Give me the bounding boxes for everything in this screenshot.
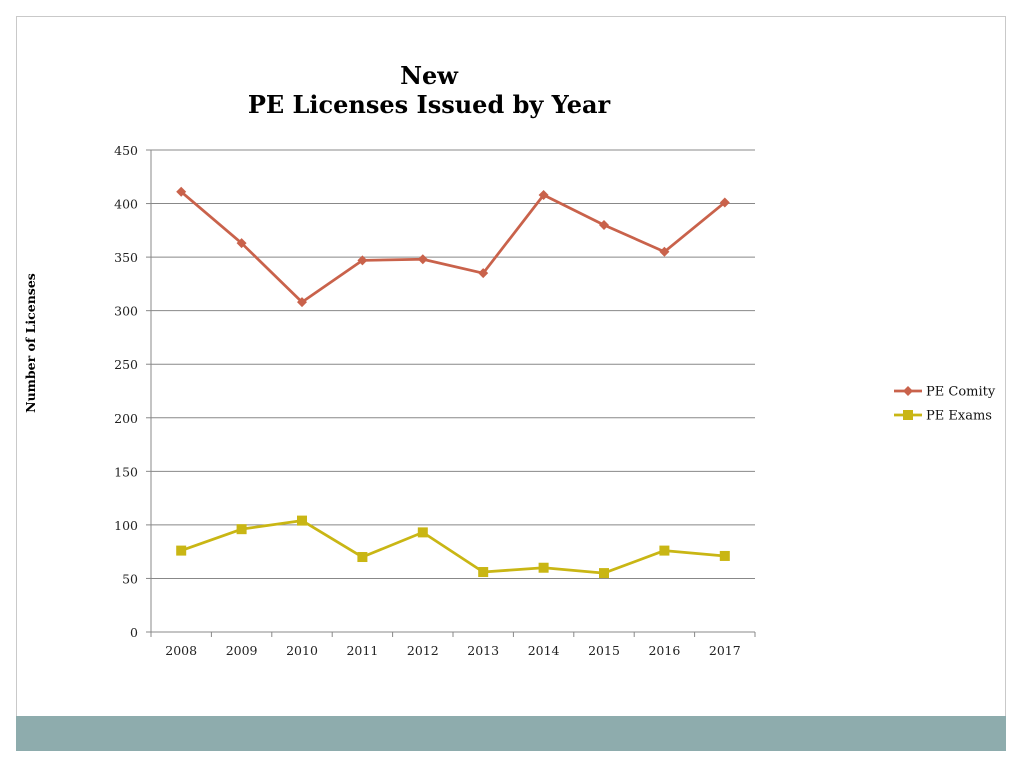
y-tick-label: 0 [130, 625, 138, 640]
data-point [357, 552, 368, 563]
x-tick-label: 2008 [165, 643, 197, 658]
legend-item: PE Exams [894, 409, 992, 424]
y-tick-labels: 0 50 100 150 200 250 300 350 400 450 [114, 143, 138, 640]
legend-item: PE Comity [894, 385, 996, 400]
x-tick-label: 2017 [709, 643, 741, 658]
data-point [659, 246, 670, 257]
data-point [538, 562, 549, 573]
data-point [659, 545, 670, 556]
data-point [417, 254, 428, 265]
slide-frame [16, 16, 1006, 750]
y-tick-label: 250 [114, 357, 138, 372]
data-point [538, 189, 549, 200]
x-tick-label: 2015 [588, 643, 620, 658]
data-point [297, 297, 307, 308]
data-point [599, 219, 609, 230]
y-tick-label: 300 [114, 304, 138, 319]
y-tick-label: 50 [122, 571, 138, 586]
y-tick-label: 450 [114, 143, 138, 158]
data-point [297, 515, 307, 526]
data-point [236, 524, 247, 535]
y-axis-title: Number of Licenses [23, 273, 38, 413]
y-tick-label: 350 [114, 250, 138, 265]
series-group [176, 515, 730, 579]
x-tick-label: 2016 [648, 643, 680, 658]
x-tick-label: 2013 [467, 643, 499, 658]
legend-marker [903, 386, 913, 396]
legend-label: PE Exams [926, 409, 992, 424]
data-point [236, 238, 247, 249]
series-line [180, 190, 726, 304]
y-tick-label: 200 [114, 411, 138, 426]
x-tick-label: 2009 [226, 643, 258, 658]
series-group [176, 186, 730, 308]
data-point [719, 197, 730, 208]
gridlines [146, 149, 756, 637]
x-tick-label: 2014 [528, 643, 560, 658]
data-point [357, 255, 368, 266]
chart-title-line-2: PE Licenses Issued by Year [248, 90, 611, 119]
data-point [176, 545, 187, 556]
x-tick-label: 2012 [407, 643, 439, 658]
data-series [176, 186, 730, 579]
footer-bar [16, 716, 1006, 751]
x-tick-labels: 2008 2009 2010 2011 2012 2013 2014 2015 2016 2017 [165, 643, 740, 658]
y-tick-label: 100 [114, 518, 138, 533]
data-point [417, 527, 428, 538]
series-line [180, 519, 725, 575]
legend-label: PE Comity [926, 385, 996, 400]
data-point [719, 550, 730, 561]
legend: PE Comity PE Exams [894, 385, 996, 424]
x-tick-label: 2010 [286, 643, 318, 658]
data-point [478, 268, 489, 279]
y-tick-label: 150 [114, 464, 138, 479]
data-point [478, 567, 489, 578]
y-tick-label: 400 [114, 197, 138, 212]
x-tick-label: 2011 [346, 643, 378, 658]
chart-title-line-1: New [400, 61, 459, 90]
data-point [176, 186, 187, 197]
legend-marker [903, 410, 913, 420]
data-point [599, 568, 609, 579]
